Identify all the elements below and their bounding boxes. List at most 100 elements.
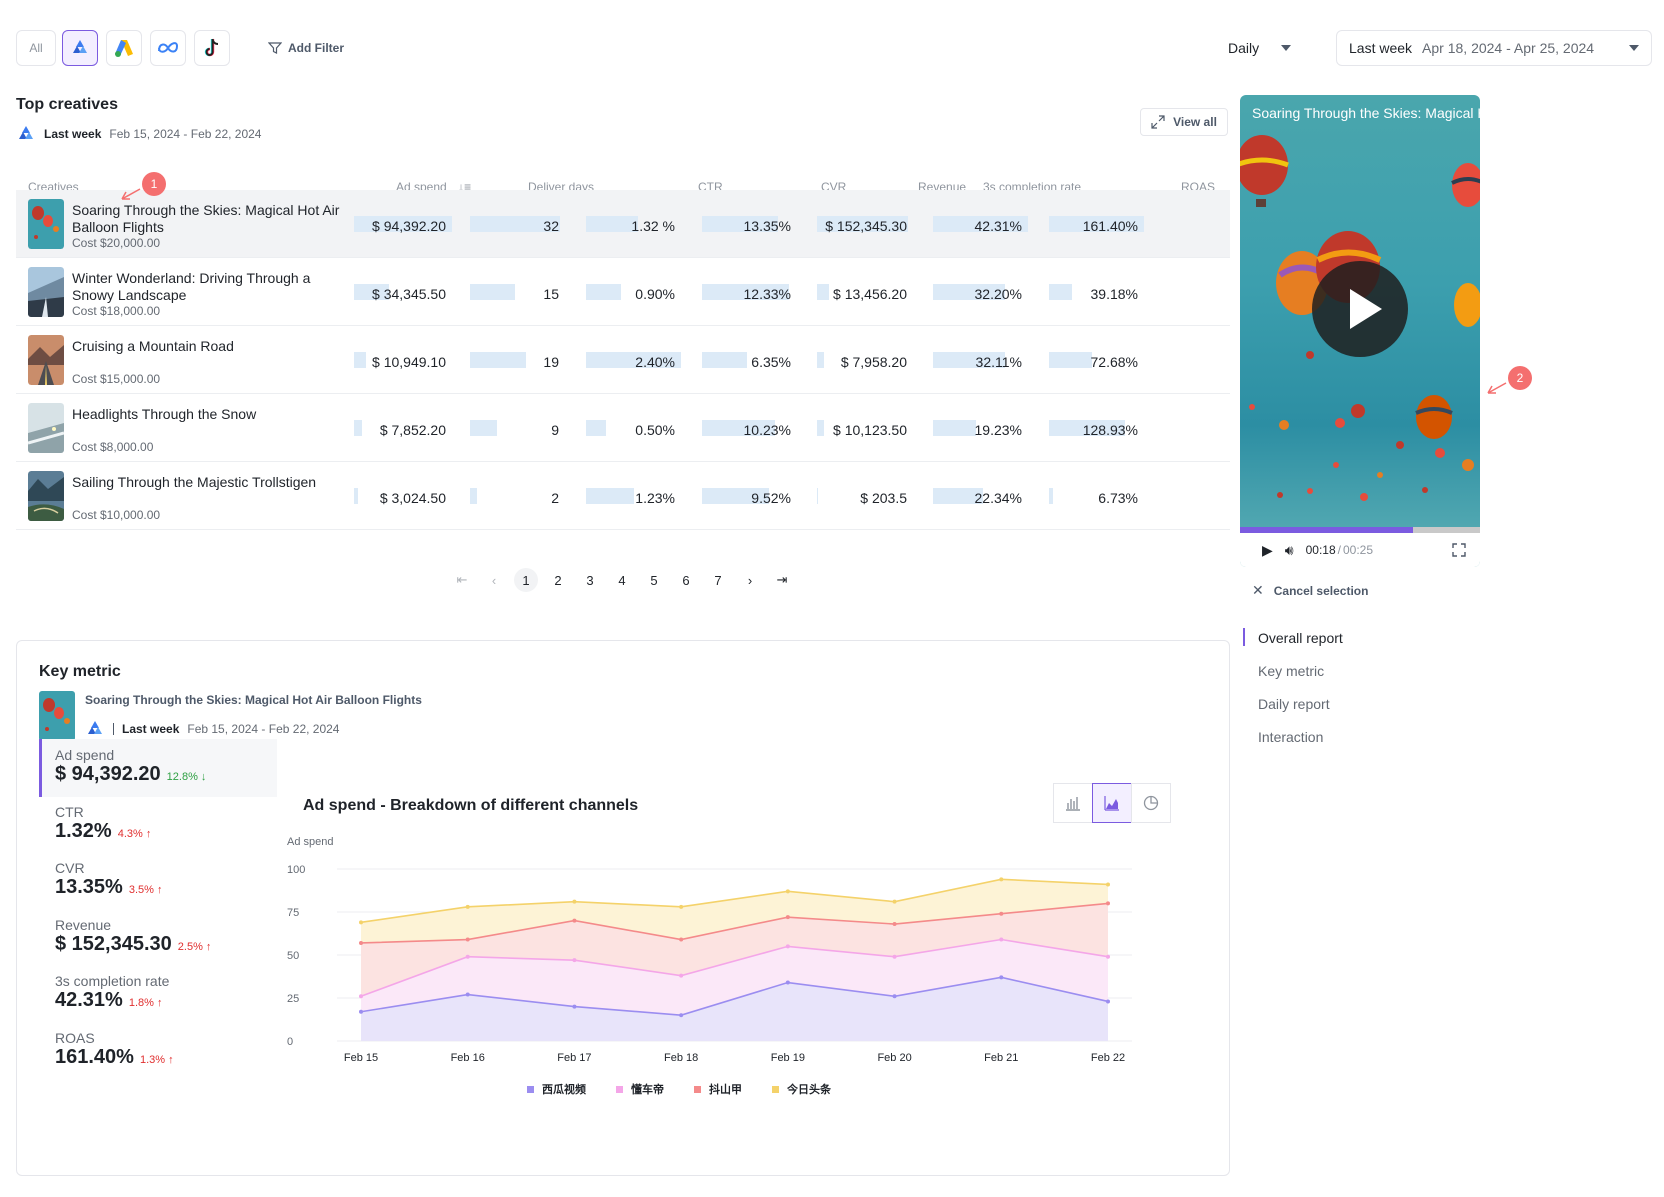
channel-filter-google-ads[interactable] bbox=[106, 30, 142, 66]
page-button-1[interactable]: 1 bbox=[514, 568, 538, 592]
data-point bbox=[679, 904, 684, 909]
cell-bar bbox=[470, 284, 515, 300]
cell-value: $ 203.5 bbox=[860, 490, 907, 506]
metric-cvr[interactable]: CVR 13.35% 3.5% ↑ bbox=[39, 852, 277, 910]
last-page-button[interactable]: ⇥ bbox=[776, 572, 788, 587]
cell-bar bbox=[702, 216, 778, 232]
cell-value: $ 34,345.50 bbox=[372, 286, 446, 302]
legend-item[interactable]: 西瓜视频 bbox=[527, 1081, 586, 1097]
play-small-icon[interactable]: ▶ bbox=[1262, 541, 1273, 558]
cell-value: $ 10,949.10 bbox=[372, 354, 446, 370]
channel-filter-tuple[interactable] bbox=[62, 30, 98, 66]
table-row[interactable]: Sailing Through the Majestic Trollstigen… bbox=[16, 462, 1230, 530]
creative-cost: Cost $10,000.00 bbox=[72, 508, 161, 522]
side-nav-interaction[interactable]: Interaction bbox=[1258, 729, 1324, 745]
range-dates: Apr 18, 2024 - Apr 25, 2024 bbox=[1422, 40, 1595, 56]
cell-completion: 19.23% bbox=[933, 418, 1028, 440]
channel-filter-tiktok[interactable] bbox=[194, 30, 230, 66]
metric-label: Ad spend bbox=[55, 747, 115, 763]
key-metric-period: Last week Feb 15, 2024 - Feb 22, 2024 bbox=[85, 719, 339, 739]
metric-3s-completion-rate[interactable]: 3s completion rate 42.31% 1.8% ↑ bbox=[39, 965, 277, 1023]
legend-swatch bbox=[694, 1085, 701, 1093]
chart-type-bar-button[interactable] bbox=[1053, 783, 1093, 823]
metric-value-text: 161.40% bbox=[55, 1045, 134, 1068]
cell-cvr: 12.33% bbox=[702, 282, 797, 304]
metric-value-text: 13.35% bbox=[55, 876, 123, 898]
metric-ctr[interactable]: CTR 1.32% 4.3% ↑ bbox=[39, 796, 277, 854]
period-dates: Feb 15, 2024 - Feb 22, 2024 bbox=[187, 722, 340, 736]
metric-change: 1.8% ↑ bbox=[128, 997, 163, 1009]
cell-bar bbox=[586, 216, 638, 232]
side-nav-overall-report[interactable]: Overall report bbox=[1258, 630, 1343, 646]
page-button-7[interactable]: 7 bbox=[714, 572, 722, 588]
add-filter-button[interactable]: Add Filter bbox=[268, 30, 344, 66]
table-row[interactable]: Cruising a Mountain Road Cost $15,000.00 $… bbox=[16, 326, 1230, 394]
cell-ctr: 2.40% bbox=[586, 350, 681, 372]
first-page-button[interactable]: ⇤ bbox=[456, 572, 468, 587]
data-point bbox=[359, 1009, 363, 1014]
legend-item[interactable]: 抖山甲 bbox=[694, 1081, 742, 1097]
granularity-value: Daily bbox=[1228, 40, 1260, 56]
page-button-3[interactable]: 3 bbox=[586, 572, 594, 588]
prev-page-button[interactable]: ‹ bbox=[491, 572, 497, 588]
view-all-button[interactable]: View all bbox=[1140, 108, 1228, 136]
date-range-picker[interactable]: Last week Apr 18, 2024 - Apr 25, 2024 bbox=[1336, 30, 1652, 66]
fullscreen-icon[interactable] bbox=[1452, 543, 1466, 557]
top-creatives-title: Top creatives bbox=[16, 96, 118, 113]
page-button-6[interactable]: 6 bbox=[682, 572, 690, 588]
cell-bar bbox=[470, 216, 560, 232]
cell-bar bbox=[586, 488, 634, 504]
cell-value: 19.23% bbox=[974, 422, 1022, 438]
metric-value-text: $ 94,392.20 bbox=[55, 763, 161, 785]
page-button-5[interactable]: 5 bbox=[650, 572, 658, 588]
expand-icon bbox=[1151, 115, 1165, 129]
table-row[interactable]: Soaring Through the Skies: Magical Hot A… bbox=[16, 190, 1230, 258]
cell-completion: 32.20% bbox=[933, 282, 1028, 304]
cell-deliver-days: 9 bbox=[470, 418, 565, 440]
cell-bar bbox=[1049, 216, 1144, 232]
cell-bar bbox=[1049, 488, 1053, 504]
next-page-button[interactable]: › bbox=[747, 572, 753, 588]
metric-revenue[interactable]: Revenue $ 152,345.30 2.5% ↑ bbox=[39, 909, 277, 967]
cell-bar bbox=[354, 352, 366, 368]
side-nav-daily-report[interactable]: Daily report bbox=[1258, 696, 1330, 712]
data-point bbox=[679, 937, 684, 942]
cell-value: 2.40% bbox=[635, 354, 675, 370]
cell-value: 128.93% bbox=[1082, 422, 1138, 438]
channel-filter-meta[interactable] bbox=[150, 30, 186, 66]
chart-type-area-button[interactable] bbox=[1092, 783, 1132, 823]
legend-label: 懂车帝 bbox=[631, 1083, 664, 1096]
legend-item[interactable]: 懂车帝 bbox=[616, 1081, 664, 1097]
data-point bbox=[785, 944, 790, 949]
volume-icon[interactable]: 🔊︎ bbox=[1284, 541, 1294, 558]
page-button-2[interactable]: 2 bbox=[554, 572, 562, 588]
video-progress-bar[interactable] bbox=[1240, 527, 1480, 533]
cell-ad-spend: $ 3,024.50 bbox=[354, 486, 452, 508]
page-button-4[interactable]: 4 bbox=[618, 572, 626, 588]
area-chart-icon bbox=[1104, 796, 1119, 811]
cell-completion: 42.31% bbox=[933, 214, 1028, 236]
metric-value: $ 152,345.30 2.5% ↑ bbox=[55, 933, 277, 956]
metric-ad-spend[interactable]: Ad spend $ 94,392.20 12.8% ↓ bbox=[39, 739, 277, 797]
data-point bbox=[359, 920, 363, 925]
time-total: 00:25 bbox=[1342, 543, 1374, 557]
table-row[interactable]: Winter Wonderland: Driving Through a Sno… bbox=[16, 258, 1230, 326]
cell-roas: 6.73% bbox=[1049, 486, 1144, 508]
video-player[interactable]: Soaring Through the Skies: Magical Hot A… bbox=[1240, 95, 1480, 567]
cell-value: 32 bbox=[543, 218, 559, 234]
cell-value: 1.32 % bbox=[631, 218, 675, 234]
granularity-select[interactable]: Daily bbox=[1228, 30, 1292, 66]
table-row[interactable]: Headlights Through the Snow Cost $8,000.0… bbox=[16, 394, 1230, 462]
play-button[interactable] bbox=[1312, 261, 1408, 357]
view-all-label: View all bbox=[1173, 115, 1217, 129]
legend-item[interactable]: 今日头条 bbox=[772, 1081, 831, 1097]
data-point bbox=[572, 1004, 577, 1009]
cell-value: 6.35% bbox=[751, 354, 791, 370]
metric-roas[interactable]: ROAS 161.40% 1.3% ↑ bbox=[39, 1022, 277, 1080]
chart-type-pie-button[interactable] bbox=[1131, 783, 1171, 823]
filter-all-button[interactable]: All bbox=[16, 30, 56, 66]
cancel-selection-button[interactable]: ✕ Cancel selection bbox=[1252, 582, 1368, 599]
side-nav-key-metric[interactable]: Key metric bbox=[1258, 663, 1325, 679]
data-point bbox=[892, 994, 897, 999]
